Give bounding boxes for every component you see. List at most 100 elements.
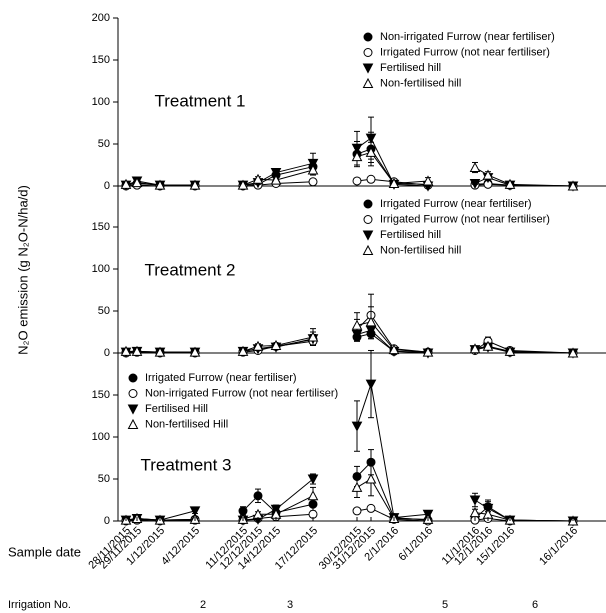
irrigation-label: Irrigation No. [8, 599, 71, 611]
legend-label: Fertilised Hill [145, 403, 208, 415]
legend-label: Irrigated Furrow (near fertiliser) [145, 372, 297, 384]
series-line [356, 178, 429, 186]
data-point [365, 146, 377, 157]
data-point [422, 175, 434, 186]
data-point [365, 379, 377, 390]
data-point [351, 421, 363, 432]
data-point [252, 340, 264, 351]
data-point [352, 176, 362, 186]
series-line [242, 169, 314, 186]
legend-marker [363, 199, 373, 209]
series-line [125, 517, 196, 521]
legend-label: Non-fertilised hill [380, 244, 461, 256]
data-point [351, 319, 363, 330]
series-line [356, 137, 429, 187]
y-tick-label: 50 [98, 473, 110, 485]
series-line [356, 478, 429, 520]
legend-marker [363, 32, 373, 42]
data-point [189, 346, 201, 357]
series-line [242, 338, 314, 352]
series-line [474, 345, 574, 354]
data-point [131, 345, 143, 356]
panel-title: Treatment 1 [154, 91, 245, 110]
legend-marker [362, 244, 374, 255]
series-line [125, 519, 196, 522]
y-tick-label: 0 [104, 180, 110, 192]
legend-marker [128, 389, 138, 398]
data-point [365, 473, 377, 484]
data-point [252, 173, 264, 184]
data-point [482, 169, 494, 180]
data-point [189, 179, 201, 190]
series-line [474, 512, 574, 522]
data-point [131, 177, 143, 188]
data-point [388, 344, 400, 355]
data-point [154, 179, 166, 190]
data-point [307, 331, 319, 342]
y-tick-label: 100 [92, 431, 110, 443]
data-point [365, 316, 377, 327]
legend-marker [362, 77, 374, 88]
data-point [237, 179, 249, 190]
series-line [242, 336, 314, 352]
data-point [308, 177, 318, 187]
data-point [120, 178, 132, 189]
series-line [125, 351, 195, 354]
data-point [567, 347, 579, 358]
series-line [242, 181, 314, 187]
legend-label: Irrigated Furrow (near fertiliser) [380, 198, 532, 210]
data-point [270, 339, 282, 350]
legend-label: Non-fertilised hill [380, 77, 461, 89]
data-point [120, 345, 132, 356]
y-tick-label: 100 [92, 263, 110, 275]
data-point [469, 161, 481, 173]
data-point [253, 491, 263, 501]
data-point [307, 490, 319, 501]
legend-marker [127, 418, 139, 429]
legend-label: Irrigated Furrow (not near fertiliser) [380, 213, 550, 225]
data-point [469, 507, 481, 518]
legend-label: Irrigated Furrow (not near fertiliser) [380, 46, 550, 58]
irrigation-number: 5 [442, 599, 448, 611]
legend-marker [362, 63, 374, 74]
legend-marker [363, 215, 373, 224]
data-point [567, 180, 579, 191]
series-line [126, 350, 195, 353]
x-tick-label: 16/1/2016 [537, 525, 580, 568]
legend-marker [363, 48, 373, 57]
data-point [469, 343, 481, 354]
data-point [270, 168, 282, 179]
y-tick-label: 0 [104, 515, 110, 527]
series-line [242, 162, 314, 186]
data-point [388, 177, 400, 188]
series-line [356, 329, 429, 354]
irrigation-number: 6 [532, 599, 538, 611]
y-tick-label: 0 [104, 347, 110, 359]
data-point [307, 474, 319, 485]
data-point [238, 506, 248, 516]
legend-label: Non-fertilised Hill [145, 418, 228, 430]
series-line [356, 507, 429, 522]
y-tick-label: 150 [92, 389, 110, 401]
data-point [351, 151, 363, 162]
irrigation-number: 3 [287, 599, 293, 611]
panel-title: Treatment 3 [140, 455, 231, 474]
data-point [307, 158, 319, 169]
legend-label: Non-irrigated Furrow (near fertiliser) [380, 31, 555, 43]
data-point [270, 174, 282, 185]
legend-label: Fertilised hill [380, 62, 441, 74]
data-point [307, 164, 319, 175]
y-tick-label: 100 [92, 96, 110, 108]
legend-label: Non-irrigated Furrow (not near fertilise… [145, 387, 338, 399]
y-tick-label: 200 [92, 12, 110, 24]
data-point [237, 345, 249, 356]
data-point [154, 346, 166, 357]
series-line [474, 167, 574, 187]
y-axis-label: N₂O emission (g N₂O-N/ha/d) [15, 185, 30, 355]
data-point [469, 495, 481, 506]
irrigation-number: 2 [200, 599, 206, 611]
data-point [504, 178, 516, 189]
data-point [482, 503, 494, 514]
data-point [189, 506, 201, 517]
panel-title: Treatment 2 [144, 260, 235, 279]
